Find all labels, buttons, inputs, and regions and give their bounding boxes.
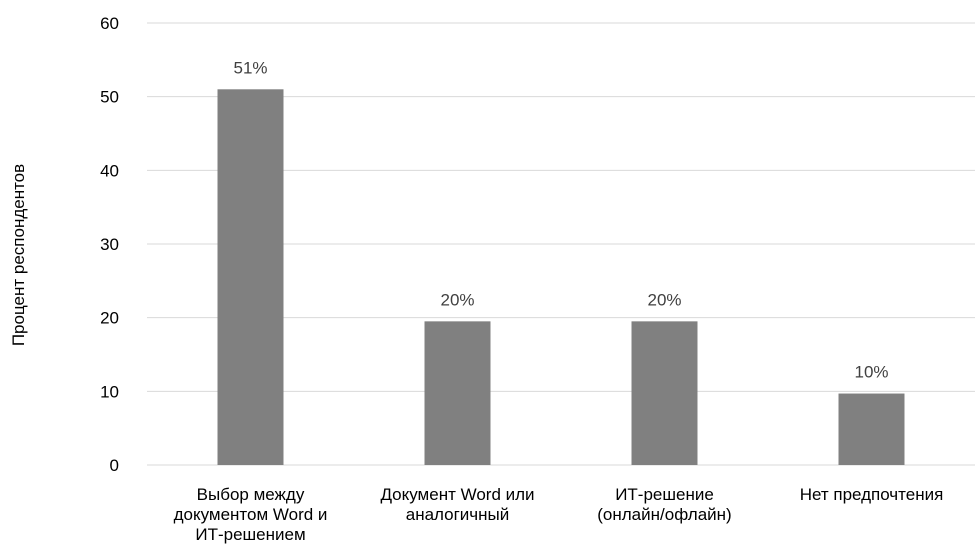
bars (217, 89, 905, 466)
y-tick-label: 30 (100, 235, 119, 254)
bar (424, 321, 491, 465)
bar (838, 393, 905, 465)
data-label: 20% (440, 290, 474, 309)
y-tick-label: 40 (100, 161, 119, 180)
x-category-label: ИТ-решение (онлайн/офлайн) (597, 485, 731, 524)
bar (217, 89, 284, 466)
data-label: 10% (854, 363, 888, 382)
y-tick-label: 50 (100, 88, 119, 107)
y-axis-title: Процент респондентов (9, 164, 28, 346)
y-tick-label: 60 (100, 14, 119, 33)
y-tick-label: 0 (110, 456, 119, 475)
data-label: 51% (233, 58, 267, 77)
x-category-label: Выбор между документом Word и ИТ-решением (174, 485, 328, 544)
x-category-label: Документ Word или аналогичный (380, 485, 534, 524)
x-axis-categories: Выбор между документом Word и ИТ-решением Д… (174, 485, 944, 544)
data-labels: 51% 20% 20% 10% (233, 58, 888, 381)
y-tick-label: 20 (100, 309, 119, 328)
y-axis-ticks: 0 10 20 30 40 50 60 (100, 14, 119, 475)
bar (631, 321, 698, 465)
gridlines (147, 22, 975, 466)
x-category-label: Нет предпочтения (800, 485, 944, 504)
data-label: 20% (647, 290, 681, 309)
y-tick-label: 10 (100, 382, 119, 401)
